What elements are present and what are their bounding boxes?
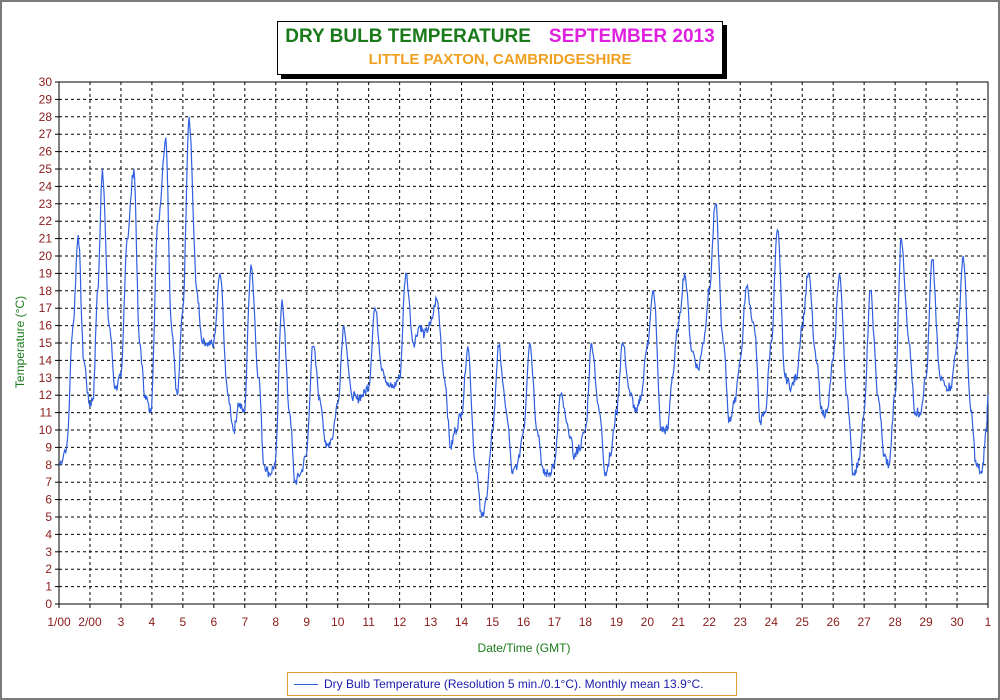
ytick-label-20: 20 bbox=[39, 249, 53, 263]
xtick-label-9: 10 bbox=[331, 615, 345, 629]
xtick-label-29: 30 bbox=[950, 615, 964, 629]
ytick-label-4: 4 bbox=[45, 527, 52, 541]
xtick-label-24: 25 bbox=[796, 615, 810, 629]
ytick-label-28: 28 bbox=[39, 110, 53, 124]
xtick-label-2: 3 bbox=[118, 615, 125, 629]
xtick-label-26: 27 bbox=[857, 615, 871, 629]
ytick-label-14: 14 bbox=[39, 353, 53, 367]
chart-title-month: SEPTEMBER 2013 bbox=[548, 26, 715, 47]
plot-area-border bbox=[58, 81, 989, 605]
ytick-label-16: 16 bbox=[39, 319, 53, 333]
ytick-label-27: 27 bbox=[39, 127, 53, 141]
ytick-label-12: 12 bbox=[39, 388, 53, 402]
series-line-dry-bulb-temperature bbox=[58, 116, 989, 518]
ytick-label-3: 3 bbox=[45, 545, 52, 559]
ytick-label-13: 13 bbox=[39, 371, 53, 385]
ytick-label-19: 19 bbox=[39, 266, 53, 280]
ytick-label-23: 23 bbox=[39, 197, 53, 211]
ytick-label-9: 9 bbox=[45, 440, 52, 454]
xtick-label-19: 20 bbox=[641, 615, 655, 629]
xtick-label-25: 26 bbox=[826, 615, 840, 629]
ytick-label-17: 17 bbox=[39, 301, 53, 315]
xtick-label-7: 8 bbox=[272, 615, 279, 629]
ytick-label-29: 29 bbox=[39, 92, 53, 106]
xtick-label-11: 12 bbox=[393, 615, 407, 629]
xtick-label-0: 1/00 bbox=[47, 615, 71, 629]
ytick-label-21: 21 bbox=[39, 232, 53, 246]
ytick-label-5: 5 bbox=[45, 510, 52, 524]
ytick-label-8: 8 bbox=[45, 458, 52, 472]
ytick-label-26: 26 bbox=[39, 145, 53, 159]
xtick-label-18: 19 bbox=[610, 615, 624, 629]
xtick-label-16: 17 bbox=[548, 615, 562, 629]
ytick-label-22: 22 bbox=[39, 214, 53, 228]
xtick-label-12: 13 bbox=[424, 615, 438, 629]
ytick-label-15: 15 bbox=[39, 336, 53, 350]
ytick-label-25: 25 bbox=[39, 162, 53, 176]
ytick-label-1: 1 bbox=[45, 580, 52, 594]
ytick-label-10: 10 bbox=[39, 423, 53, 437]
xtick-label-28: 29 bbox=[919, 615, 933, 629]
chart-subtitle: LITTLE PAXTON, CAMBRIDGESHIRE bbox=[368, 51, 632, 68]
xtick-label-4: 5 bbox=[180, 615, 187, 629]
xtick-label-27: 28 bbox=[888, 615, 902, 629]
chart-title: DRY BULB TEMPERATURE bbox=[285, 26, 531, 47]
xtick-label-23: 24 bbox=[765, 615, 779, 629]
xtick-label-14: 15 bbox=[486, 615, 500, 629]
ytick-label-6: 6 bbox=[45, 493, 52, 507]
ytick-label-7: 7 bbox=[45, 475, 52, 489]
legend-entry: Dry Bulb Temperature (Resolution 5 min./… bbox=[324, 677, 704, 691]
ytick-label-18: 18 bbox=[39, 284, 53, 298]
xtick-label-17: 18 bbox=[579, 615, 593, 629]
xtick-label-15: 16 bbox=[517, 615, 531, 629]
y-axis-label: Temperature (°C) bbox=[13, 296, 27, 388]
xtick-label-8: 9 bbox=[303, 615, 310, 629]
xtick-label-21: 22 bbox=[703, 615, 717, 629]
ytick-label-11: 11 bbox=[40, 406, 53, 420]
legend-swatch bbox=[294, 683, 318, 685]
xtick-label-22: 23 bbox=[734, 615, 748, 629]
legend: Dry Bulb Temperature (Resolution 5 min./… bbox=[287, 672, 737, 696]
xtick-label-30: 1 bbox=[985, 615, 992, 629]
xtick-label-13: 14 bbox=[455, 615, 469, 629]
ytick-label-2: 2 bbox=[45, 562, 52, 576]
ytick-label-30: 30 bbox=[39, 75, 53, 89]
xtick-label-6: 7 bbox=[241, 615, 248, 629]
xtick-label-3: 4 bbox=[149, 615, 156, 629]
x-axis-label: Date/Time (GMT) bbox=[478, 641, 571, 655]
ytick-label-0: 0 bbox=[45, 597, 52, 611]
ytick-label-24: 24 bbox=[39, 179, 53, 193]
xtick-label-10: 11 bbox=[362, 615, 375, 629]
chart-title-box: DRY BULB TEMPERATURE SEPTEMBER 2013 LITTL… bbox=[277, 21, 723, 75]
xtick-label-20: 21 bbox=[672, 615, 686, 629]
xtick-label-5: 6 bbox=[210, 615, 217, 629]
xtick-label-1: 2/00 bbox=[78, 615, 102, 629]
